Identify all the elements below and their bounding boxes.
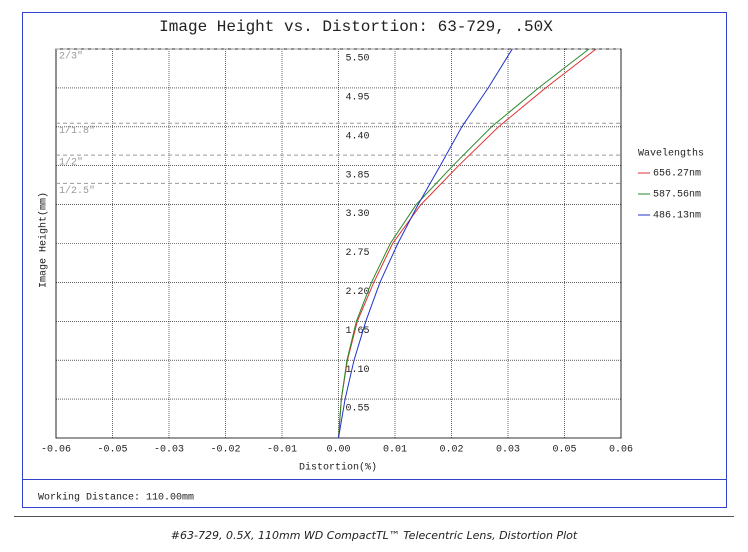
y-tick-label: 1.10 <box>346 365 370 376</box>
x-tick-label: -0.01 <box>267 445 297 456</box>
y-axis-label: Image Height(mm) <box>38 192 50 288</box>
x-tick-label: 0.02 <box>439 445 463 456</box>
legend-title: Wavelengths <box>638 148 704 160</box>
y-tick-label: 1.65 <box>346 326 370 337</box>
x-tick-label: 0.00 <box>326 445 350 456</box>
frame <box>22 12 727 508</box>
sensor-label: 1/1.8" <box>59 125 95 137</box>
y-tick-label: 3.85 <box>346 170 370 181</box>
y-tick-label: 0.55 <box>346 404 370 415</box>
y-tick-label: 4.95 <box>346 93 370 104</box>
x-axis-label: Distortion(%) <box>299 462 377 474</box>
x-tick-label: 0.05 <box>552 445 576 456</box>
y-tick-label: 5.50 <box>346 54 370 65</box>
legend-label: 486.13nm <box>653 211 701 222</box>
y-tick-label: 2.75 <box>346 248 370 259</box>
x-tick-label: -0.06 <box>41 445 71 456</box>
x-tick-label: -0.02 <box>210 445 240 456</box>
caption: #63-729, 0.5X, 110mm WD CompactTL™ Telec… <box>171 529 578 542</box>
sensor-label: 1/2" <box>59 157 83 169</box>
series-line <box>338 48 513 439</box>
x-tick-label: 0.01 <box>383 445 407 456</box>
x-tick-label: -0.05 <box>97 445 127 456</box>
chart-title: Image Height vs. Distortion: 63-729, .50… <box>159 18 553 36</box>
x-tick-label: -0.03 <box>154 445 184 456</box>
legend-label: 587.56nm <box>653 190 701 201</box>
x-tick-label: 0.03 <box>496 445 520 456</box>
sensor-label: 1/2.5" <box>59 185 95 197</box>
series-line <box>338 48 597 439</box>
series-line <box>338 48 590 439</box>
legend-label: 656.27nm <box>653 169 701 180</box>
sensor-label: 2/3" <box>59 51 83 63</box>
y-tick-label: 4.40 <box>346 131 370 142</box>
x-tick-label: 0.06 <box>609 445 633 456</box>
y-tick-label: 3.30 <box>346 209 370 220</box>
y-tick-label: 2.20 <box>346 287 370 298</box>
footer: Working Distance: 110.00mm <box>38 492 194 504</box>
